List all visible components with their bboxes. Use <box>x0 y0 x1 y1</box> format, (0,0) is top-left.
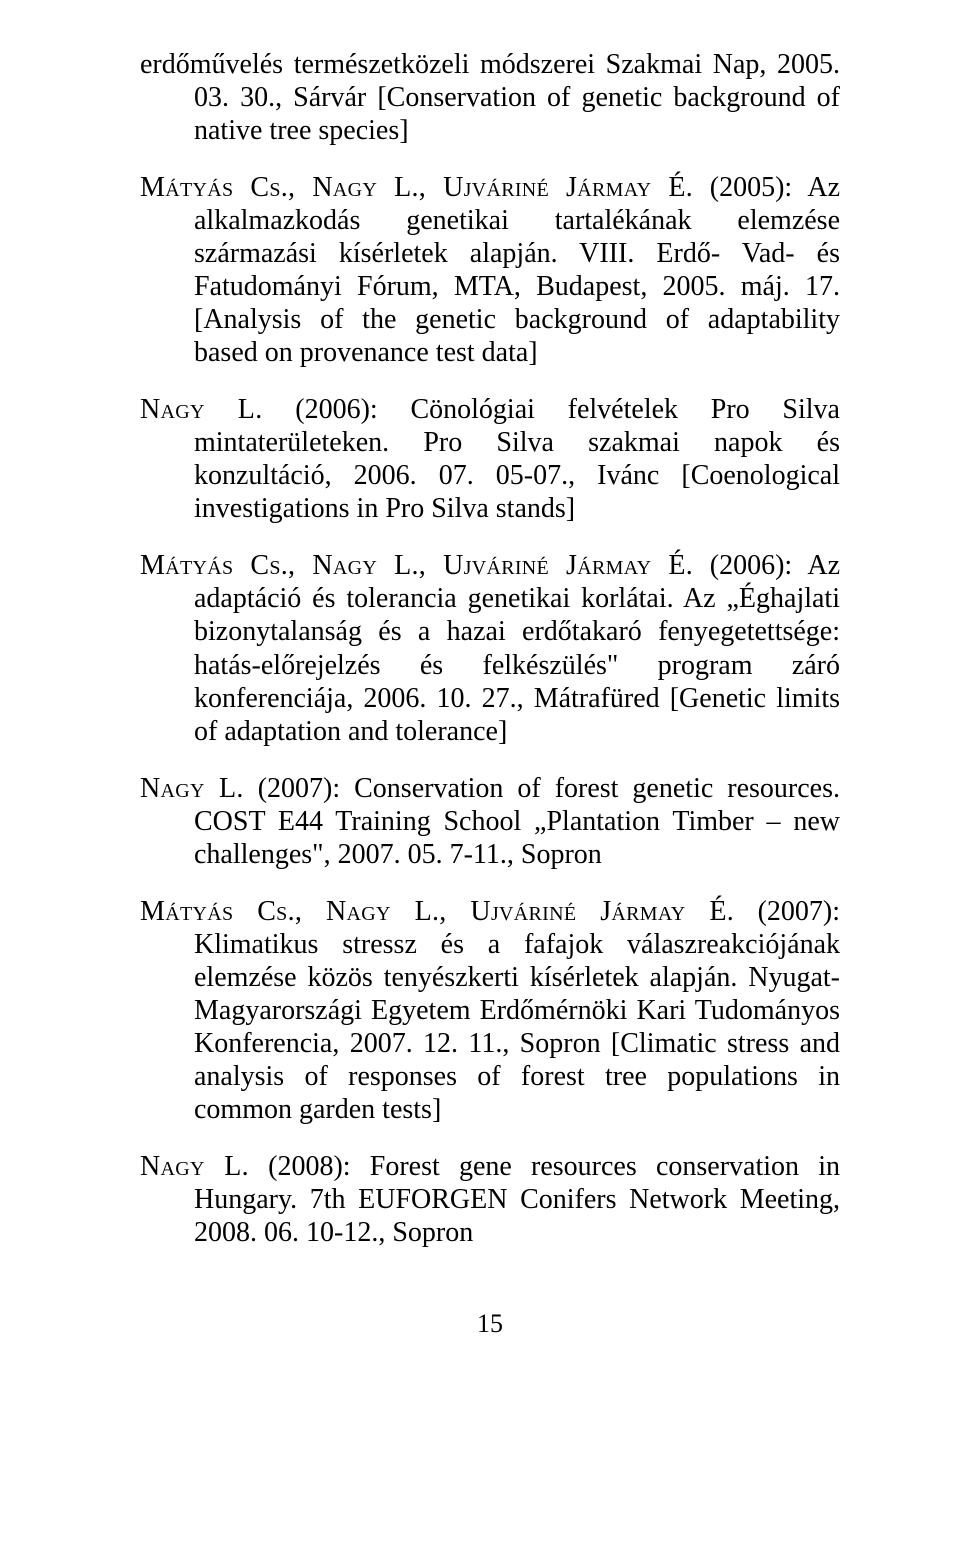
reference-entry: Mátyás Cs., Nagy L., Ujváriné Jármay É. … <box>140 171 840 369</box>
reference-entry: Nagy L. (2008): Forest gene resources co… <box>140 1150 840 1249</box>
reference-entry: Mátyás Cs., Nagy L., Ujváriné Jármay É. … <box>140 895 840 1126</box>
reference-entry: Mátyás Cs., Nagy L., Ujváriné Jármay É. … <box>140 549 840 747</box>
reference-entry: erdőművelés természetközeli módszerei Sz… <box>140 48 840 147</box>
reference-entry: Nagy L. (2007): Conservation of forest g… <box>140 772 840 871</box>
reference-entry: Nagy L. (2006): Cönológiai felvételek Pr… <box>140 393 840 525</box>
page-number: 15 <box>140 1309 840 1339</box>
document-page: erdőművelés természetközeli módszerei Sz… <box>0 0 960 1369</box>
